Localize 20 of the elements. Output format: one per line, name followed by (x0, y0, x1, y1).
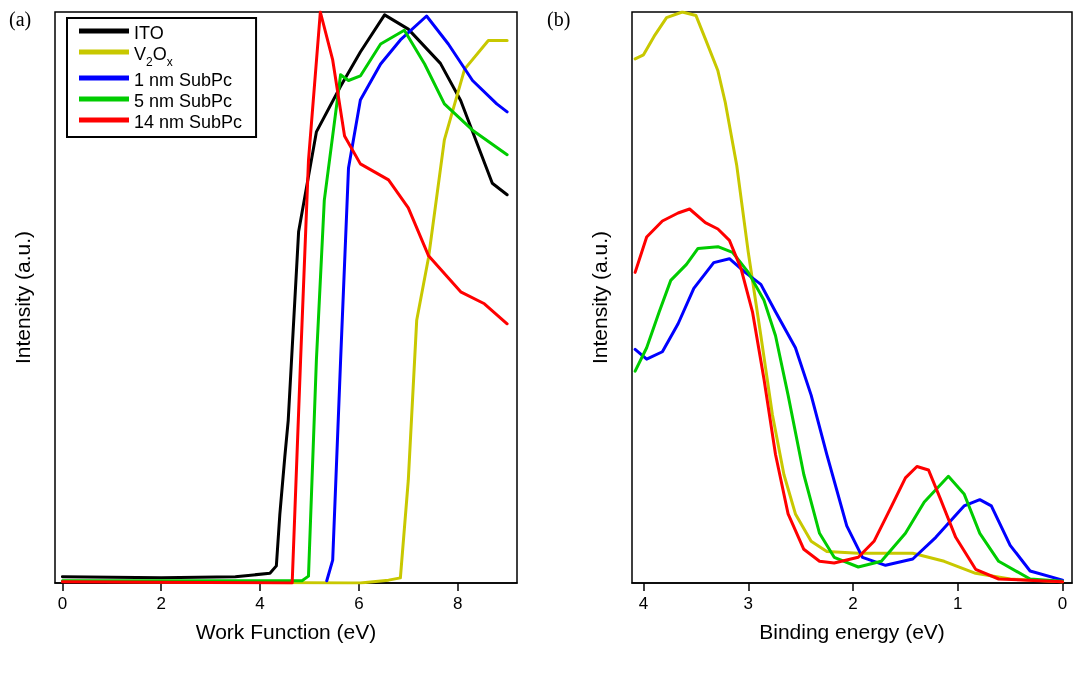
x-tick-label: 0 (57, 594, 68, 613)
legend-label: 5 nm SubPc (134, 91, 233, 111)
x-tick-label: 3 (743, 594, 754, 613)
chart-title: (b) (547, 8, 571, 31)
x-tick-label: 2 (848, 594, 858, 613)
y-axis-title: Intensity (a.u.) (588, 230, 611, 365)
x-tick-label: 1 (953, 594, 963, 613)
x-tick-label: 0 (1057, 594, 1068, 613)
legend-label: 14 nm SubPc (134, 112, 243, 132)
legend-label: 1 nm SubPc (134, 70, 233, 90)
chart-title: (a) (9, 8, 32, 31)
x-tick-label: 2 (156, 594, 166, 613)
x-tick-label: 6 (354, 594, 364, 613)
x-tick-label: 8 (452, 594, 463, 613)
y-axis-title: Intensity (a.u.) (11, 230, 34, 365)
legend-label: ITO (134, 23, 164, 43)
x-axis-title: Binding energy (eV) (759, 620, 945, 643)
x-tick-label: 4 (638, 594, 649, 613)
x-tick-label: 4 (255, 594, 265, 613)
x-axis-title: Work Function (eV) (195, 620, 377, 643)
